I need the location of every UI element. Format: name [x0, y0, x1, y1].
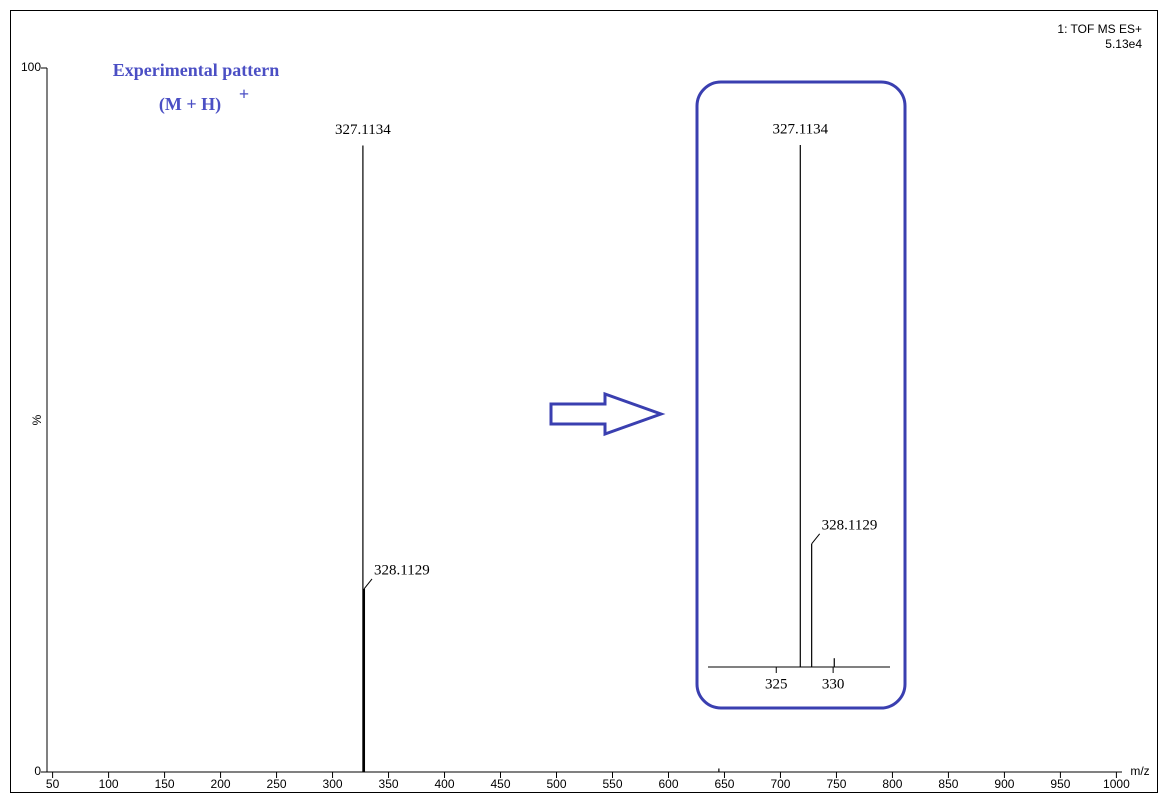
annotation: Experimental pattern	[113, 60, 279, 80]
peak-label: 328.1129	[374, 562, 430, 578]
y-tick-label: 100	[21, 60, 41, 74]
x-tick-label: 500	[546, 777, 566, 791]
x-tick-label: 330	[822, 676, 845, 692]
x-tick-label: 950	[1050, 777, 1070, 791]
peak-label: 327.1134	[335, 122, 391, 138]
x-tick-label: 400	[435, 777, 455, 791]
x-tick-label: 150	[155, 777, 175, 791]
x-tick-label: 850	[938, 777, 958, 791]
x-tick-label: 600	[658, 777, 678, 791]
x-tick-label: 100	[99, 777, 119, 791]
y-axis-label: %	[30, 414, 44, 425]
leader	[363, 578, 373, 590]
x-tick-label: 900	[994, 777, 1014, 791]
x-tick-label: 350	[379, 777, 399, 791]
x-tick-label: 750	[826, 777, 846, 791]
ion: (M + H)	[159, 94, 221, 115]
y-tick-label: 0	[34, 764, 41, 778]
x-tick-label: 550	[602, 777, 622, 791]
charge: +	[239, 84, 249, 104]
x-tick-label: 700	[770, 777, 790, 791]
x-tick-label: 300	[323, 777, 343, 791]
x-tick-label: 450	[491, 777, 511, 791]
x-tick-label: 325	[765, 676, 788, 692]
x-tick-label: 250	[267, 777, 287, 791]
frame	[10, 10, 1158, 793]
leader	[811, 533, 821, 545]
x-axis-label: m/z	[1130, 764, 1149, 778]
x-tick-label: 1000	[1103, 777, 1130, 791]
inset-box	[695, 80, 907, 710]
x-tick-label: 200	[211, 777, 231, 791]
x-tick-label: 800	[882, 777, 902, 791]
peak-label: 327.1134	[772, 121, 828, 137]
x-tick-label: 650	[714, 777, 734, 791]
x-tick-label: 50	[46, 777, 60, 791]
arrow	[549, 391, 666, 437]
peak-label: 328.1129	[822, 517, 878, 533]
instrument: 1: TOF MS ES+	[1057, 22, 1142, 36]
intensity: 5.13e4	[1105, 37, 1142, 51]
